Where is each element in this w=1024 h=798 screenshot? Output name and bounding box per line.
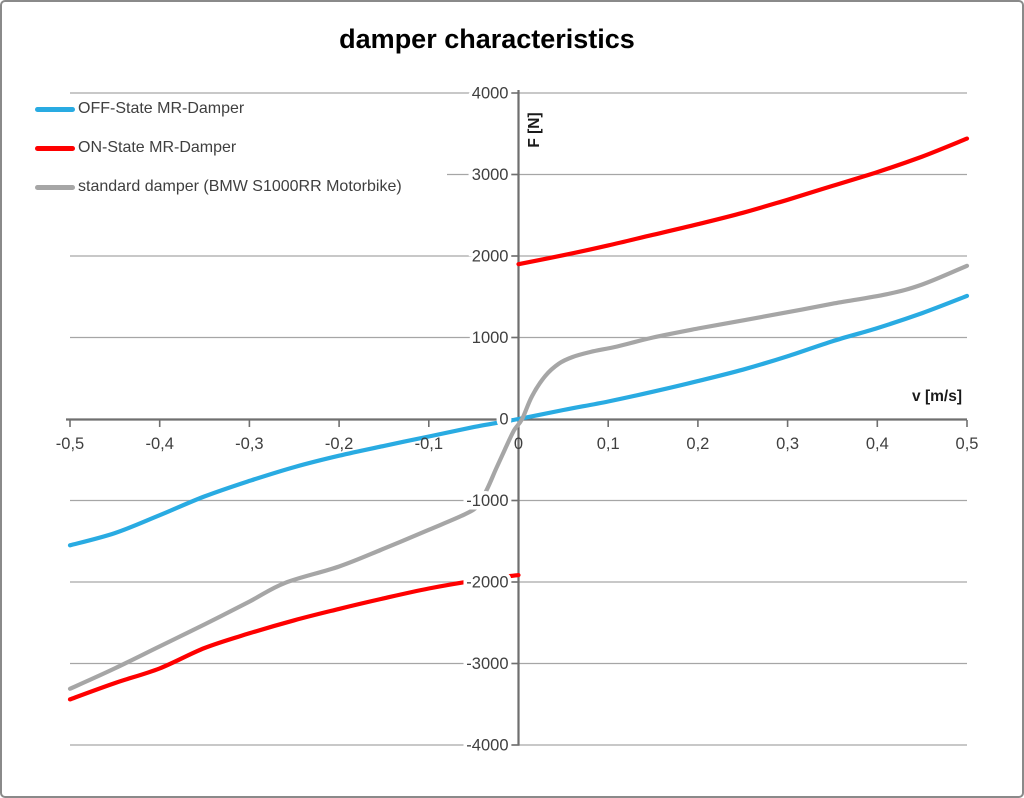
x-tick-label--0,1: -0,1 (415, 435, 443, 453)
series-line-on-state-mr-damper-seg1 (67, 573, 521, 702)
y-tick-label--1000: -1000 (466, 492, 508, 510)
chart-title: damper characteristics (339, 24, 635, 54)
y-tick-label-4000: 4000 (472, 85, 509, 103)
series-line-off-state-mr-damper (67, 293, 970, 548)
x-tick-label--0,2: -0,2 (325, 435, 353, 453)
legend-label-on-state: ON-State MR-Damper (78, 139, 237, 156)
legend-item-standard-damper: standard damper (BMW S1000RR Motorbike) (35, 174, 447, 200)
y-axis-title: F [N] (526, 112, 543, 147)
y-tick-label-2000: 2000 (472, 248, 509, 266)
x-tick-label--0,5: -0,5 (56, 435, 84, 453)
y-tick-label-3000: 3000 (472, 166, 509, 184)
y-tick-label-1000: 1000 (472, 329, 509, 347)
legend-item-off-state: OFF-State MR-Damper (35, 96, 447, 122)
x-tick-label-0,1: 0,1 (597, 435, 620, 453)
legend-label-standard-damper: standard damper (BMW S1000RR Motorbike) (78, 178, 402, 195)
legend: OFF-State MR-Damper ON-State MR-Damper s… (35, 96, 447, 200)
series-line-standard-damper-bmw-s1000rr-motorbike (67, 263, 970, 691)
x-tick-label-0,5: 0,5 (956, 435, 979, 453)
x-tick-label--0,4: -0,4 (145, 435, 173, 453)
x-tick-label--0,3: -0,3 (235, 435, 263, 453)
x-tick-label-0,4: 0,4 (866, 435, 889, 453)
y-tick-label-0: 0 (499, 411, 508, 429)
series-line-on-state-mr-damper-seg2 (516, 136, 970, 267)
x-tick-label-0: 0 (514, 435, 523, 453)
legend-label-off-state: OFF-State MR-Damper (78, 100, 245, 117)
x-tick-label-0,3: 0,3 (776, 435, 799, 453)
x-tick-label-0,2: 0,2 (686, 435, 709, 453)
legend-swatch-off-state (35, 106, 75, 112)
legend-swatch-on-state (35, 145, 75, 151)
y-tick-label--3000: -3000 (466, 655, 508, 673)
y-tick-label--4000: -4000 (466, 737, 508, 755)
y-tick-label--2000: -2000 (466, 574, 508, 592)
x-axis-title: v [m/s] (912, 388, 962, 405)
legend-swatch-standard-damper (35, 184, 75, 190)
legend-item-on-state: ON-State MR-Damper (35, 135, 447, 161)
